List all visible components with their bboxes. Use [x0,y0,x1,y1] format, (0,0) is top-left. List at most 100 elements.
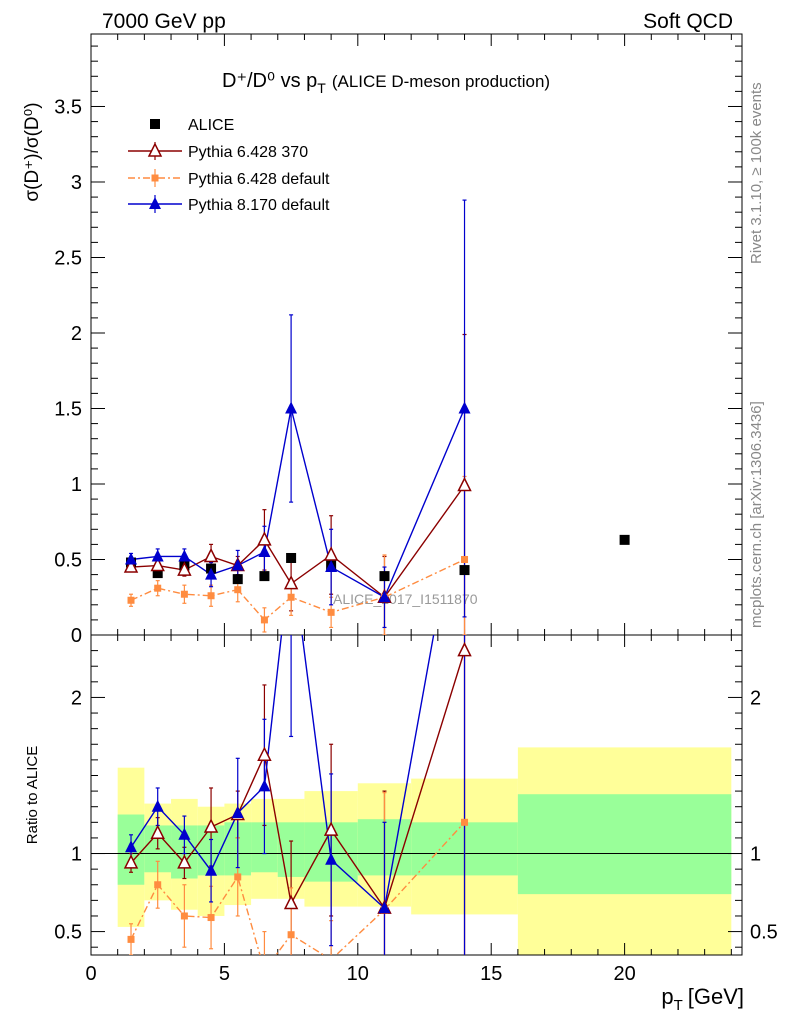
x-tick-label: 20 [613,963,635,985]
mcplots-label: mcplots.cern.ch [arXiv:1306.3436] [748,401,765,628]
ratio-tick-label-right: 2 [750,687,761,709]
series-point-1 [234,586,242,594]
series-point-1 [207,592,215,600]
ratio-point-2 [325,852,338,865]
ratio-line-0 [130,650,466,910]
series-point-2 [285,401,298,414]
ratio-tick-label-left: 2 [71,687,82,709]
ratio-tick-label-right: 1 [750,844,761,866]
x-tick-label: 10 [347,963,369,985]
alice-point [286,552,297,563]
series-point-1 [127,596,135,604]
series-point-0 [457,476,472,492]
series-point-0 [150,556,165,572]
alice-point [619,534,630,545]
legend-label-0: Pythia 6.428 370 [188,144,308,161]
x-tick-label: 15 [480,963,502,985]
chart-title-paren: (ALICE D-meson production) [332,72,550,91]
ratio-point-1 [207,914,215,922]
y-tick-label: 0.5 [54,549,82,571]
x-tick-label: 0 [85,963,96,985]
data-series [123,199,630,974]
y-tick-label: 1.5 [54,398,82,420]
alice-point [259,571,270,582]
rivet-label: Rivet 3.1.10, ≥ 100k events [748,82,765,264]
series-point-0 [203,547,219,563]
ratio-point-1 [154,881,162,889]
ratio-point-2 [151,799,164,812]
series-point-0 [123,558,139,573]
series-point-2 [258,544,271,557]
x-axis-title-unit: [GeV] [688,984,744,1009]
ratio-point-0 [457,641,472,657]
ratio-point-2 [205,863,218,876]
series-point-1 [461,555,469,563]
y-tick-label: 0 [71,625,82,647]
series-point-0 [177,561,192,576]
series-point-0 [257,531,272,546]
alice-point [152,568,163,579]
chart-title-sub: T [317,80,326,96]
series-point-0 [283,574,299,590]
ratio-tick-label-left: 1 [71,844,82,866]
y-tick-label: 3.5 [54,96,82,118]
ratio-point-1 [287,931,295,939]
ratio-point-0 [257,746,272,761]
y-axis-title: σ(D⁺)/σ(D⁰) [22,102,43,201]
legend: ALICE Pythia 6.428 370 Pythia 6.428 defaul… [128,117,330,214]
series-line-0 [130,485,466,599]
ratio-line-1 [130,821,466,955]
x-axis-title: pT [GeV] [661,984,744,1014]
ratio-point-0 [283,894,299,910]
ratio-point-1 [234,873,242,881]
series-point-2 [125,552,138,565]
series-point-2 [458,401,471,414]
ratio-point-2 [178,827,191,840]
series-point-1 [327,608,335,616]
band-green-10 [517,794,732,895]
legend-marker-1 [151,174,159,182]
ratio-point-0 [177,854,192,869]
series-point-0 [323,546,339,561]
series-point-2 [178,549,191,562]
ratio-point-1 [127,935,135,943]
ratio-point-1 [261,967,268,974]
y-tick-label: 1 [71,474,82,496]
series-point-1 [260,616,268,624]
ratio-point-2 [231,805,244,818]
legend-label-1: Pythia 6.428 default [188,171,330,188]
series-line-2 [130,408,466,599]
x-axis-title-sub: T [674,997,683,1014]
x-axis-title-main: p [661,984,673,1009]
legend-marker-2 [149,197,161,209]
chart-title-main: D⁺/D⁰ vs p [222,70,317,92]
y-tick-label: 2.5 [54,247,82,269]
legend-marker-0 [147,142,163,157]
ratio-point-2 [378,901,391,914]
ratio-panel-series [123,542,472,974]
alice-point [459,565,470,576]
main-panel-series [123,199,630,635]
x-tick-label: 5 [219,963,230,985]
alice-point [232,574,243,585]
legend-label-alice: ALICE [188,117,234,134]
legend-marker-alice [150,119,160,129]
ratio-frame [90,634,743,956]
header-left: 7000 GeV pp [102,10,226,33]
series-point-2 [151,549,164,562]
ratio-tick-label-right: 0.5 [750,922,778,944]
ratio-point-2 [285,542,297,554]
ratio-point-2 [125,840,138,853]
ratio-point-1 [180,912,188,920]
series-point-2 [231,558,244,571]
header-right: Soft QCD [643,10,733,33]
chart-title: D⁺/D⁰ vs pT (ALICE D-meson production) [222,70,550,96]
series-point-2 [205,567,218,580]
ratio-point-0 [323,821,339,836]
series-point-1 [180,590,188,598]
series-point-1 [287,593,295,601]
y-tick-label: 3 [71,172,82,194]
ratio-point-0 [203,818,219,833]
